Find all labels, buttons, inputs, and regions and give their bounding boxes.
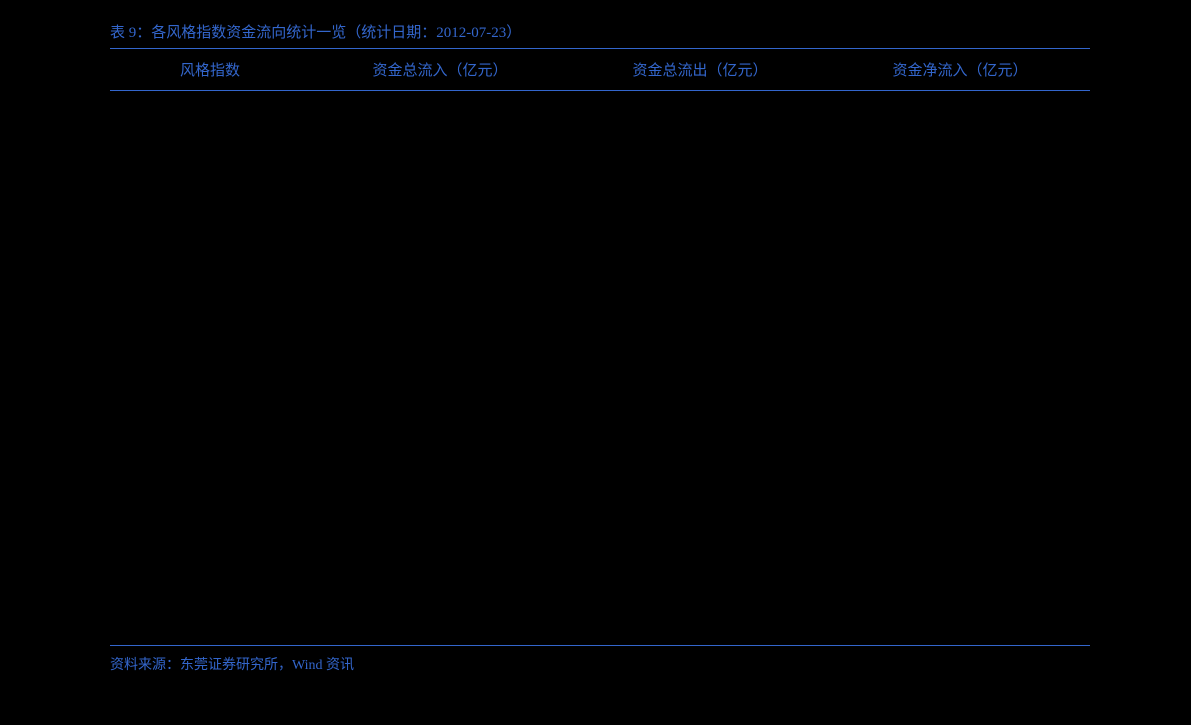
column-header-netflow: 资金净流入（亿元）	[830, 59, 1090, 80]
column-header-outflow: 资金总流出（亿元）	[570, 59, 830, 80]
column-header-index: 风格指数	[110, 59, 310, 80]
column-header-inflow: 资金总流入（亿元）	[310, 59, 570, 80]
table-body	[110, 91, 1090, 646]
table-container: 表 9：各风格指数资金流向统计一览（统计日期：2012-07-23） 风格指数 …	[110, 15, 1090, 682]
table-header-row: 风格指数 资金总流入（亿元） 资金总流出（亿元） 资金净流入（亿元）	[110, 49, 1090, 90]
data-source: 资料来源：东莞证券研究所，Wind 资讯	[110, 646, 1090, 682]
table-title: 表 9：各风格指数资金流向统计一览（统计日期：2012-07-23）	[110, 15, 1090, 48]
